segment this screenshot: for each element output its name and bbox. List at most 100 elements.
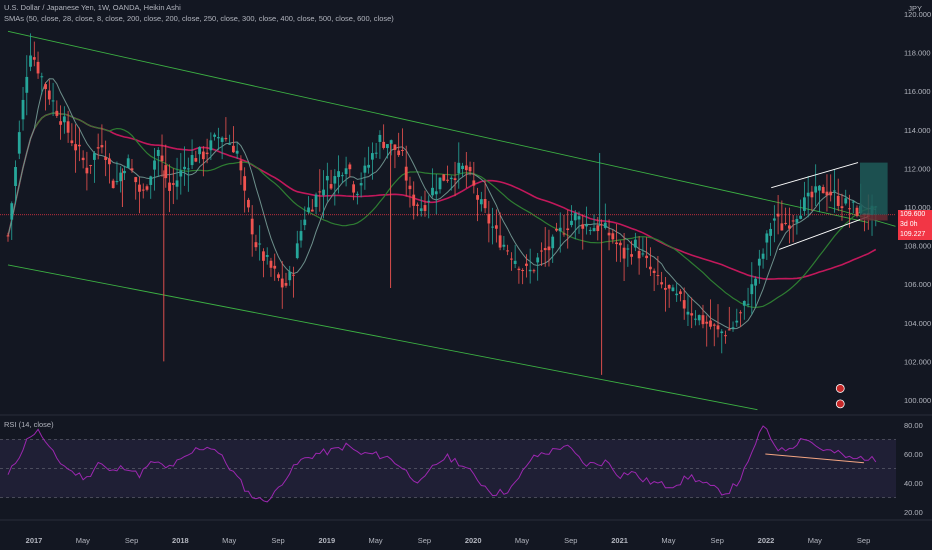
candle-body (344, 168, 348, 175)
sma-legend[interactable]: SMAs (50, close, 28, close, 8, close, 20… (4, 14, 394, 23)
time-tick-label: May (76, 536, 90, 545)
candle-body (836, 195, 840, 206)
candle-body (213, 134, 217, 137)
sma-lines (0, 78, 896, 330)
candle-body (438, 177, 442, 190)
candle-body (483, 199, 487, 209)
candle-body (585, 224, 588, 227)
rsi-legend[interactable]: RSI (14, close) (4, 420, 54, 429)
candle-body (446, 179, 449, 181)
price-tick-label: 104.000 (904, 319, 931, 328)
candle-body (186, 168, 190, 170)
candle-body (419, 208, 423, 212)
candle-body (408, 185, 412, 190)
candle-body (14, 166, 17, 186)
rsi-tick-label: 80.00 (904, 421, 923, 430)
candle-body (322, 189, 325, 196)
candle-body (573, 213, 577, 221)
candle-body (318, 191, 322, 193)
candle-body (716, 325, 720, 330)
candle-body (825, 191, 829, 196)
candle-body (333, 176, 337, 184)
candle-body (555, 228, 558, 231)
candle-body (476, 195, 479, 200)
candle-body (6, 235, 10, 237)
candle-body (386, 144, 389, 149)
channel-upper-line (7, 30, 868, 223)
candle-body (126, 158, 130, 169)
candle-body (367, 164, 371, 168)
candle-body (712, 324, 716, 326)
candle-body (47, 90, 51, 100)
candle-body (145, 186, 149, 190)
candle-body (25, 76, 29, 93)
candle-body (810, 191, 814, 198)
candle-body (472, 180, 476, 186)
candle-body (378, 134, 382, 142)
candle-body (205, 152, 209, 155)
candle-body (637, 250, 641, 259)
candle-body (521, 270, 525, 272)
candle-body (491, 226, 495, 228)
candle-body (675, 293, 679, 296)
candle-body (138, 184, 141, 192)
candle-body (543, 248, 547, 251)
candle-body (423, 205, 427, 212)
candle-body (536, 257, 540, 263)
candle-body (633, 239, 637, 248)
candle-body (288, 271, 292, 281)
candle-body (198, 147, 201, 155)
candle-body (806, 192, 810, 197)
rsi-line (7, 425, 877, 503)
time-axis: 2017 May Sep 2018 May Sep 2019 May Sep 2020 May Sep… (26, 536, 871, 545)
time-tick-label: May (515, 536, 529, 545)
candle-body (258, 243, 262, 245)
candle-body (731, 327, 735, 329)
candle-body (803, 197, 806, 211)
candle-body (709, 320, 712, 327)
candle-body (540, 250, 543, 252)
candle-body (160, 155, 164, 162)
time-tick-label: 2021 (611, 536, 628, 545)
candle-body (348, 164, 352, 170)
candle-body (664, 287, 667, 290)
time-tick-label: 2022 (758, 536, 775, 545)
time-tick-label: 2020 (465, 536, 482, 545)
candle-body (183, 166, 186, 170)
candle-body (21, 99, 25, 120)
candle-body (750, 284, 754, 295)
candle-body (175, 180, 179, 187)
candle-body (36, 61, 40, 74)
candle-body (220, 137, 224, 142)
candle-body (149, 176, 153, 185)
candle-body (397, 150, 401, 156)
candle-body (156, 149, 160, 156)
candle-body (502, 244, 506, 247)
candle-body (600, 224, 603, 226)
candle-body (746, 303, 750, 305)
candle-body (295, 243, 299, 259)
candle-body (449, 177, 453, 180)
candle-body (855, 207, 859, 216)
candle-body (40, 76, 44, 78)
candle-body (611, 233, 615, 240)
candle-body (487, 213, 491, 224)
event-badge-icon (835, 399, 845, 409)
candle-body (498, 235, 502, 248)
candle-body (434, 191, 438, 195)
last-price: 109.600 (900, 211, 926, 218)
candle-body (660, 282, 664, 285)
candle-body (682, 300, 686, 309)
candle-body (44, 84, 47, 90)
candle-body (525, 263, 528, 266)
time-tick-label: Sep (271, 536, 284, 545)
candle-body (111, 180, 115, 189)
candle-body (648, 266, 652, 270)
price-axis: 120.000 118.000 116.000 114.000 112.000 110.0… (904, 10, 931, 405)
candle-body (581, 224, 585, 229)
candle-body (513, 260, 517, 264)
candle-body (130, 168, 134, 171)
candle-body (457, 162, 461, 174)
candle-body (374, 152, 378, 154)
